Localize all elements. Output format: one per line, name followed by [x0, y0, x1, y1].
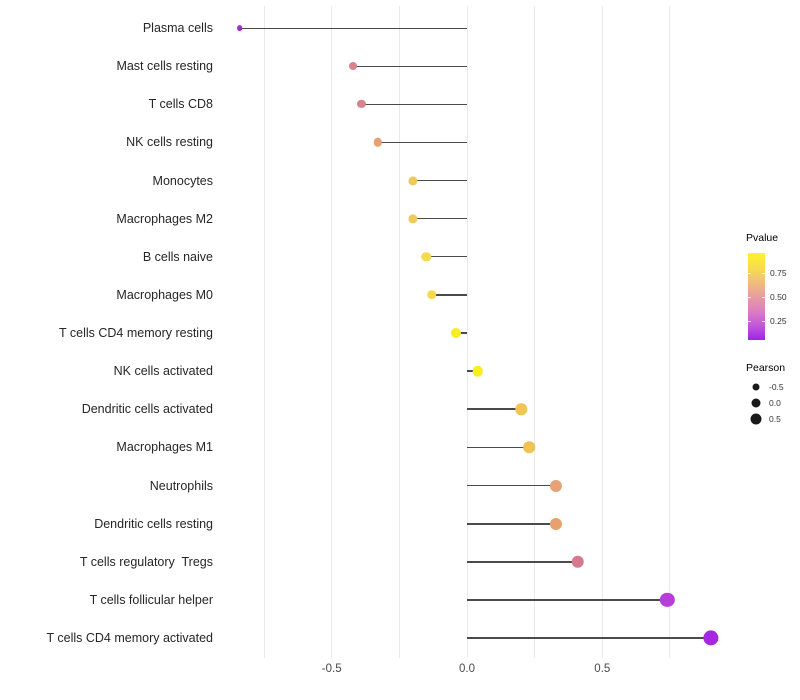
data-point — [550, 479, 563, 492]
category-label: B cells naive — [142, 249, 213, 264]
data-point — [571, 555, 585, 569]
lollipop-stem — [456, 332, 467, 334]
colorbar-tick-label: 0.75 — [770, 268, 787, 278]
category-label: Dendritic cells activated — [81, 402, 213, 417]
category-label: Mast cells resting — [116, 59, 213, 74]
pearson-size-key-dot — [750, 413, 762, 425]
gridline — [331, 6, 333, 658]
lollipop-stem — [467, 484, 557, 487]
data-point — [702, 630, 719, 646]
gridline — [263, 6, 265, 658]
data-point — [427, 290, 437, 300]
colorbar-tick-mark — [762, 320, 765, 322]
gridline — [466, 6, 468, 658]
category-label: Macrophages M2 — [116, 211, 213, 226]
lollipop-stem — [431, 294, 467, 296]
lollipop-stem — [412, 217, 467, 220]
data-point — [421, 252, 432, 262]
data-point — [523, 441, 536, 454]
pvalue-colorbar — [748, 253, 765, 340]
category-label: Macrophages M1 — [116, 440, 213, 455]
lollipop-stem — [467, 408, 522, 411]
data-point — [236, 25, 243, 31]
category-label: Monocytes — [152, 173, 213, 188]
category-label: T cells regulatory Tregs — [79, 554, 213, 569]
lollipop-stem — [467, 636, 711, 640]
pearson-size-key-label: -0.5 — [769, 382, 784, 392]
category-label: NK cells resting — [126, 135, 213, 150]
data-point — [472, 365, 484, 377]
colorbar-tick-mark — [762, 297, 765, 299]
lollipop-stem — [377, 141, 467, 143]
lollipop-stem — [353, 65, 467, 67]
pearson-legend-title: Pearson — [746, 362, 786, 374]
category-label: NK cells activated — [113, 364, 213, 379]
lollipop-stem — [239, 27, 467, 29]
category-label: T cells follicular helper — [89, 592, 213, 607]
category-label: Neutrophils — [149, 478, 213, 493]
colorbar-tick-label: 0.50 — [770, 292, 787, 303]
colorbar-tick-mark — [748, 320, 751, 322]
gridline — [534, 6, 536, 658]
lollipop-stem — [467, 522, 557, 525]
x-tick-label: 0.0 — [459, 663, 475, 675]
category-label: T cells CD4 memory activated — [46, 631, 214, 645]
x-tick-label: 0.5 — [594, 663, 611, 675]
category-label: T cells CD8 — [148, 97, 213, 112]
pvalue-legend-title: Pvalue — [746, 232, 779, 244]
pearson-size-key-dot — [752, 383, 760, 391]
category-label: Plasma cells — [142, 21, 213, 35]
colorbar-tick-label: 0.25 — [770, 315, 787, 326]
colorbar-tick-mark — [762, 273, 765, 274]
pearson-size-key-dot — [751, 398, 761, 408]
gridline — [398, 6, 400, 658]
data-point — [550, 517, 563, 530]
lollipop-stem — [467, 560, 578, 563]
data-point — [373, 138, 382, 147]
data-point — [408, 214, 418, 224]
data-point — [408, 175, 418, 186]
lollipop-stem — [426, 256, 467, 258]
lollipop-stem — [361, 103, 467, 105]
category-label: Dendritic cells resting — [94, 516, 213, 531]
x-tick-label: -0.5 — [321, 663, 342, 675]
data-point — [451, 327, 462, 339]
pearson-size-key-label: 0.0 — [769, 398, 781, 408]
data-point — [660, 592, 675, 608]
gridline — [669, 6, 671, 658]
lollipop-stem — [412, 179, 467, 182]
gridline — [601, 6, 603, 658]
colorbar-tick-mark — [748, 297, 751, 299]
data-point — [357, 100, 366, 109]
lollipop-stem — [467, 446, 530, 449]
data-point — [349, 62, 358, 71]
pearson-size-key-label: 0.5 — [769, 414, 781, 424]
category-label: T cells CD4 memory resting — [59, 326, 213, 340]
colorbar-tick-mark — [748, 273, 751, 274]
category-label: Macrophages M0 — [116, 287, 213, 302]
lollipop-stem — [467, 598, 668, 601]
data-point — [515, 403, 527, 415]
lollipop-stem — [467, 370, 478, 372]
